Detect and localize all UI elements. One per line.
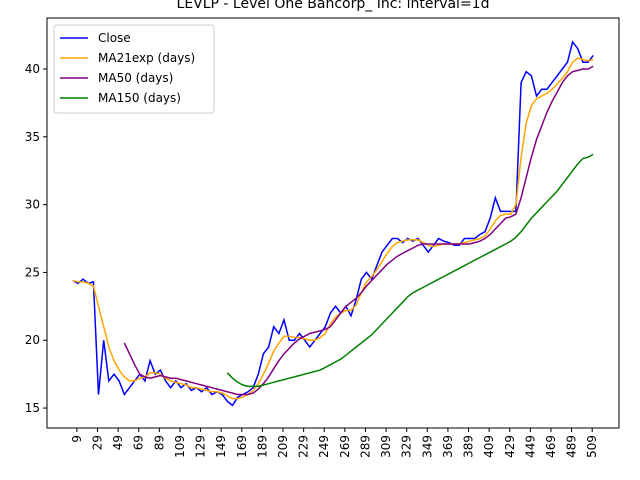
x-tick-label: 409 <box>482 435 496 458</box>
x-tick-label: 129 <box>194 435 208 458</box>
x-tick-label: 389 <box>462 435 476 458</box>
legend-label: MA50 (days) <box>98 71 173 85</box>
x-tick-label: 209 <box>276 435 290 458</box>
x-tick-label: 309 <box>379 435 393 458</box>
legend-label: MA150 (days) <box>98 91 181 105</box>
legend-box <box>53 24 215 114</box>
x-tick-label: 69 <box>132 435 146 450</box>
x-tick-label: 289 <box>358 435 372 458</box>
x-tick-label: 49 <box>111 435 125 450</box>
series-line <box>72 57 594 400</box>
chart-title: LEVLP - Level One Bancorp_ Inc: interval… <box>177 0 490 12</box>
x-tick-label: 349 <box>420 435 434 458</box>
y-tick-label: 40 <box>25 62 40 76</box>
x-tick-label: 509 <box>585 435 599 458</box>
x-tick-label: 469 <box>544 435 558 458</box>
x-tick-label: 249 <box>317 435 331 458</box>
x-tick-label: 9 <box>70 435 84 443</box>
x-tick-label: 109 <box>173 435 187 458</box>
x-tick-label: 429 <box>503 435 517 458</box>
legend-label: MA21exp (days) <box>98 51 195 65</box>
series-line <box>72 40 594 407</box>
x-tick-label: 89 <box>152 435 166 450</box>
y-tick-label: 35 <box>25 130 40 144</box>
x-tick-label: 489 <box>565 435 579 458</box>
legend-label: Close <box>98 31 131 45</box>
x-tick-label: 229 <box>297 435 311 458</box>
y-tick-label: 20 <box>25 333 40 347</box>
y-tick-label: 25 <box>25 265 40 279</box>
x-tick-label: 29 <box>91 435 105 450</box>
y-tick-label: 30 <box>25 198 40 212</box>
plot-frame <box>46 17 620 429</box>
x-tick-label: 189 <box>255 435 269 458</box>
legend: Close MA21exp (days) MA50 (days) MA150 (day… <box>53 24 215 114</box>
x-tick-label: 449 <box>523 435 537 458</box>
y-tick-label: 15 <box>25 401 40 415</box>
x-tick-label: 329 <box>400 435 414 458</box>
x-tick-label: 149 <box>214 435 228 458</box>
series-line <box>226 153 594 388</box>
series-line <box>123 65 594 396</box>
x-tick-label: 369 <box>441 435 455 458</box>
x-tick-label: 269 <box>338 435 352 458</box>
x-tick-label: 169 <box>235 435 249 458</box>
